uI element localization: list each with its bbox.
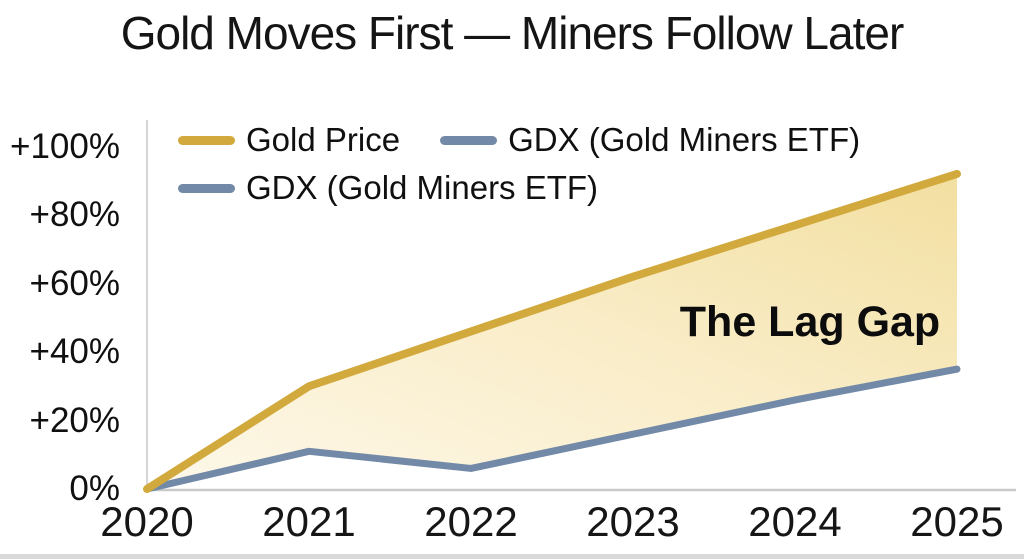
chart-title: Gold Moves First — Miners Follow Later [120,7,905,59]
lag-gap-area [147,173,957,489]
bottom-edge-strip [0,554,1024,559]
legend: Gold Price GDX (Gold Miners ETF) GDX (Go… [178,116,860,212]
y-tick-label-20: +20% [29,400,121,440]
gold-series-line [143,169,961,493]
y-tick-label-100: +100% [10,126,120,166]
legend-item-gold-price: Gold Price [178,121,400,159]
x-tick-label-2023: 2023 [586,498,680,545]
legend-item-gdx: GDX (Gold Miners ETF) [440,121,860,159]
legend-row-2: GDX (Gold Miners ETF) [178,164,860,212]
x-tick-label-2024: 2024 [748,498,842,545]
legend-row-1: Gold Price GDX (Gold Miners ETF) [178,116,860,164]
x-tick-label-2022: 2022 [424,498,518,545]
gold-line-swatch-icon [178,135,235,145]
y-tick-label-80: +80% [29,195,121,234]
gdx-line-swatch-icon [178,183,235,193]
y-tick-label-0: 0% [69,469,120,508]
y-tick-label-40: +40% [29,332,121,371]
gdx-series-line [143,365,961,493]
legend-label-gdx: GDX (Gold Miners ETF) [508,121,861,158]
legend-label-gdx-duplicate: GDX (Gold Miners ETF) [246,169,599,206]
y-tick-label-60: +60% [29,263,121,303]
legend-item-gdx-duplicate: GDX (Gold Miners ETF) [178,169,598,207]
legend-label-gold-price: Gold Price [246,121,401,158]
gdx-line-swatch-icon [440,135,498,145]
x-tick-label-2025: 2025 [910,498,1004,545]
x-tick-label-2020: 2020 [100,498,194,545]
x-tick-label-2021: 2021 [262,498,356,545]
lag-gap-annotation: The Lag Gap [679,298,941,346]
